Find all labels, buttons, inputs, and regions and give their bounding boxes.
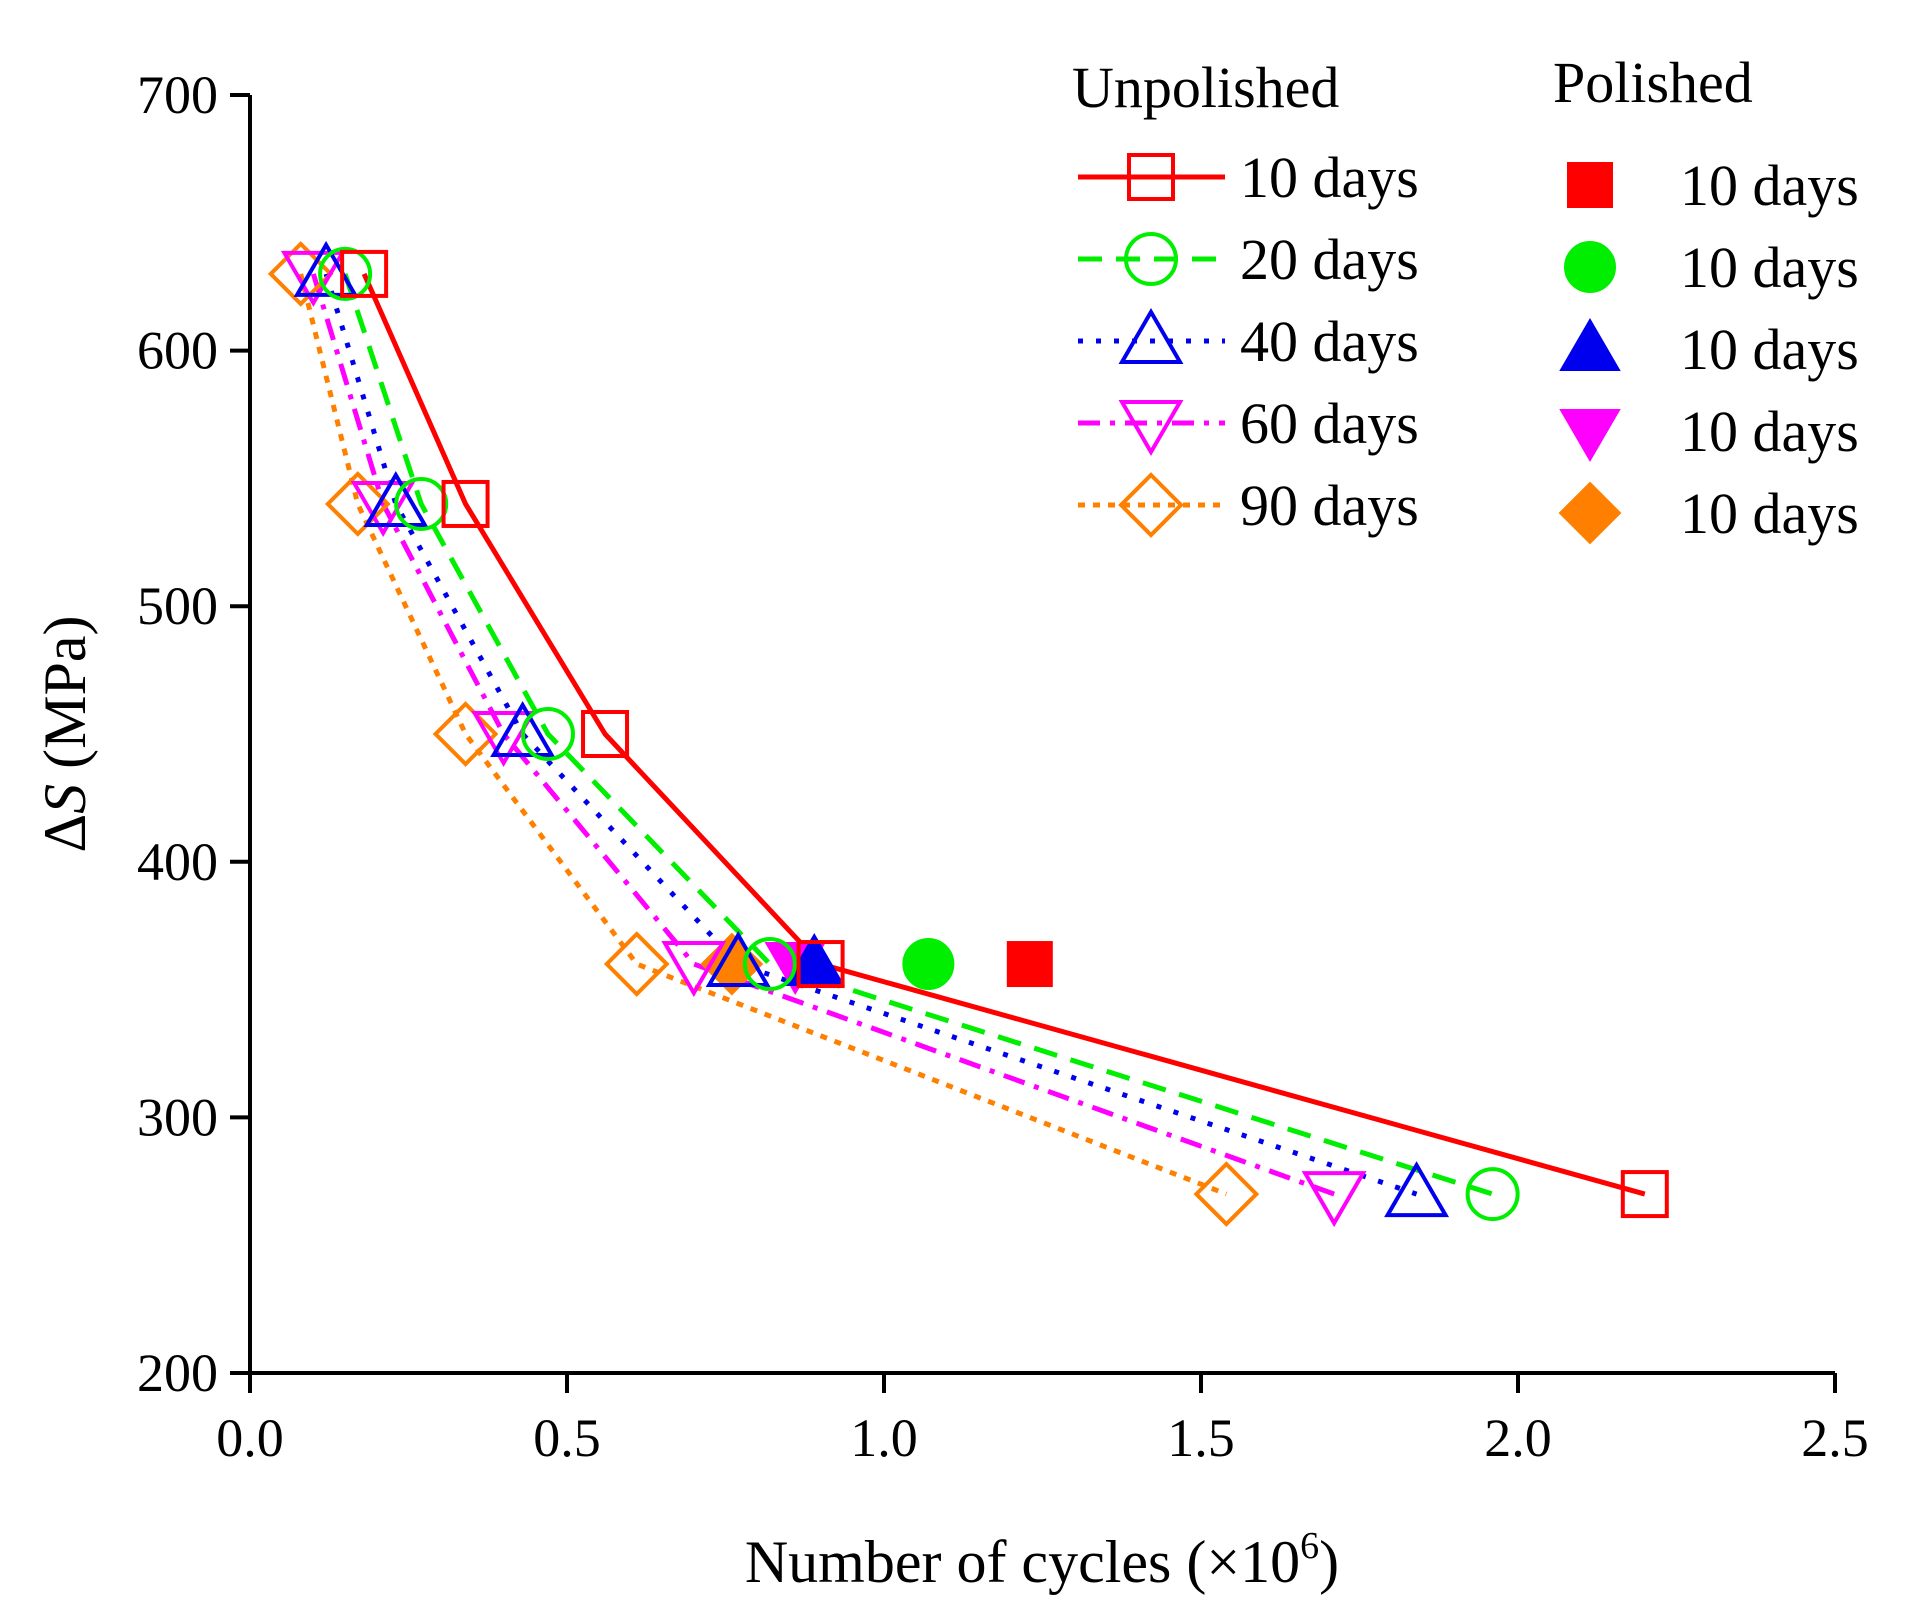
data-point-unpolished-0-3: [796, 940, 845, 989]
legend-marker-polished-4: [1558, 481, 1622, 545]
legend-label-unpolished-3: 60 days: [1240, 391, 1419, 456]
data-point-unpolished-0-1: [441, 479, 490, 528]
legend-label-unpolished-2: 40 days: [1240, 309, 1419, 374]
data-point-unpolished-1-2: [520, 707, 575, 761]
legend-marker-polished-1: [1564, 241, 1616, 293]
y-axis-label-unit: (MPa): [32, 616, 98, 784]
data-point-polished-6-0: [902, 938, 955, 991]
data-point-unpolished-1-0: [318, 246, 373, 301]
x-tick-label: 2.0: [1484, 1408, 1552, 1468]
x-axis-label-close: ): [1319, 1529, 1339, 1595]
data-point-polished-5-0: [1006, 941, 1053, 988]
legend-marker-polished-0: [1567, 162, 1613, 208]
x-axis-label-sup: 6: [1300, 1525, 1319, 1567]
legend-label-polished-1: 10 days: [1680, 235, 1859, 300]
y-tick-label: 400: [137, 832, 218, 892]
y-axis-label-var: S: [32, 784, 98, 814]
data-point-unpolished-2-1: [363, 470, 429, 527]
legend-label-polished-2: 10 days: [1680, 317, 1859, 382]
data-point-unpolished-0-2: [581, 710, 630, 758]
legend-label-polished-4: 10 days: [1680, 481, 1859, 546]
series-line-unpolished-3: [311, 273, 1335, 1197]
data-point-unpolished-0-0: [340, 249, 389, 298]
y-tick-label: 700: [137, 65, 218, 125]
data-point-unpolished-3-3: [661, 941, 727, 998]
data-point-unpolished-3-2: [471, 711, 537, 767]
axes: [248, 95, 1835, 1375]
legend-marker-unpolished-0: [1127, 153, 1175, 201]
series-markers: [267, 240, 1669, 1228]
data-point-unpolished-1-4: [1465, 1167, 1520, 1222]
x-axis-label-text: Number of cycles (×10: [745, 1529, 1300, 1595]
legend-label-unpolished-1: 20 days: [1240, 227, 1419, 292]
y-tick-label: 500: [137, 576, 218, 636]
data-point-unpolished-2-4: [1384, 1161, 1450, 1218]
y-tick-label: 200: [137, 1343, 218, 1403]
x-tick-label: 1.5: [1167, 1408, 1235, 1468]
data-point-unpolished-4-1: [324, 471, 391, 537]
ticks: 0.0 0.5 1.0 1.5 2.0 2.5 200 300 400 500 600 700: [137, 65, 1869, 1468]
y-tick-label: 600: [137, 321, 218, 381]
x-tick-label: 1.0: [850, 1408, 918, 1468]
data-point-unpolished-0-4: [1620, 1170, 1669, 1219]
legend-title-polished: Polished: [1553, 50, 1753, 115]
legend-marker-unpolished-4: [1118, 472, 1184, 538]
legend: Unpolished Polished 10 days 20 days 40 day…: [1072, 50, 1859, 546]
data-point-unpolished-2-3: [705, 931, 771, 988]
y-axis-label: ΔS (MPa): [32, 616, 98, 853]
legend-marker-polished-2: [1559, 318, 1621, 371]
x-tick-label: 0.5: [533, 1408, 601, 1468]
legend-marker-polished-3: [1559, 409, 1621, 462]
legend-label-unpolished-0: 10 days: [1240, 145, 1419, 210]
legend-label-unpolished-4: 90 days: [1240, 473, 1419, 538]
series-line-unpolished-0: [361, 272, 1646, 1197]
y-tick-label: 300: [137, 1087, 218, 1147]
series-lines: [298, 272, 1646, 1197]
data-point-unpolished-2-2: [490, 701, 556, 757]
x-tick-label: 2.5: [1801, 1408, 1869, 1468]
data-point-unpolished-3-4: [1301, 1171, 1367, 1228]
data-point-unpolished-4-3: [603, 931, 670, 997]
legend-label-polished-3: 10 days: [1680, 399, 1859, 464]
legend-marker-unpolished-2: [1118, 308, 1184, 364]
data-point-unpolished-4-2: [432, 701, 499, 767]
y-axis-label-delta: Δ: [32, 814, 98, 853]
data-point-unpolished-1-1: [394, 476, 449, 531]
data-point-unpolished-1-3: [742, 937, 797, 992]
legend-label-polished-0: 10 days: [1680, 153, 1859, 218]
series-line-unpolished-4: [298, 273, 1228, 1197]
legend-marker-unpolished-3: [1118, 400, 1184, 456]
legend-entries: 10 days 20 days 40 days 60 days 90 days 10 da…: [1078, 145, 1859, 546]
data-point-unpolished-3-0: [280, 250, 346, 307]
series-line-unpolished-1: [342, 273, 1494, 1197]
x-axis-label: Number of cycles (×106): [745, 1525, 1339, 1595]
legend-title-unpolished: Unpolished: [1072, 55, 1339, 120]
data-point-unpolished-4-4: [1193, 1161, 1260, 1227]
legend-marker-unpolished-1: [1124, 232, 1178, 286]
x-tick-label: 0.0: [216, 1408, 284, 1468]
